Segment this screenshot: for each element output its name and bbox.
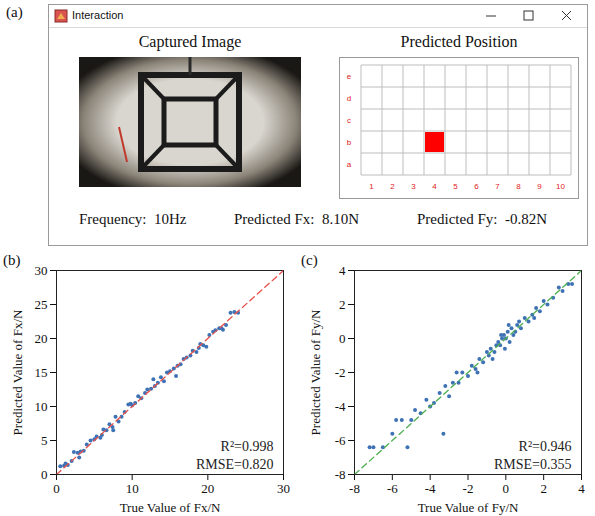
svg-text:9: 9 [537,182,542,191]
svg-text:20: 20 [35,331,48,346]
svg-text:25: 25 [35,297,48,312]
svg-text:10: 10 [556,182,565,191]
svg-text:True Value of Fy/N: True Value of Fy/N [418,500,519,515]
svg-text:4: 4 [578,481,585,496]
svg-text:0: 0 [339,331,346,346]
html-text:Interaction: Interaction [72,9,124,21]
svg-text:10: 10 [126,481,139,496]
svg-text:4: 4 [432,182,437,191]
html-text:(c): (c) [301,252,318,268]
svg-text:RMSE=0.820: RMSE=0.820 [196,457,274,472]
svg-text:e: e [347,72,352,81]
svg-text:15: 15 [35,365,48,380]
svg-text:RMSE=0.355: RMSE=0.355 [494,457,572,472]
svg-text:0: 0 [503,481,510,496]
html-text:Captured Image: Captured Image [138,33,242,50]
svg-text:Predicted Value of Fy/N: Predicted Value of Fy/N [308,309,323,435]
html-text:Predicted Fy: -0.82N: Predicted Fy: -0.82N [417,211,547,227]
svg-text:7: 7 [495,182,500,191]
svg-text:8: 8 [516,182,521,191]
svg-text:20: 20 [201,481,214,496]
svg-text:b: b [347,138,352,147]
svg-text:1: 1 [369,182,374,191]
svg-text:-6: -6 [387,481,398,496]
html-text:Predicted Fx: 8.10N: Predicted Fx: 8.10N [234,211,359,227]
svg-text:-4: -4 [425,481,436,496]
svg-text:True Value of Fx/N: True Value of Fx/N [120,500,221,515]
svg-text:-2: -2 [463,481,474,496]
svg-text:-2: -2 [335,365,346,380]
svg-text:c: c [347,116,351,125]
svg-text:2: 2 [540,481,547,496]
svg-text:30: 30 [35,263,48,278]
html-text:(b): (b) [3,252,21,268]
svg-text:Predicted Value of Fx/N: Predicted Value of Fx/N [10,309,25,435]
svg-text:-8: -8 [349,481,360,496]
svg-text:0: 0 [41,467,48,482]
svg-text:2: 2 [339,297,346,312]
svg-text:-4: -4 [335,399,346,414]
svg-text:R²=0.998: R²=0.998 [221,439,274,454]
svg-text:4: 4 [339,263,346,278]
svg-text:6: 6 [474,182,479,191]
svg-text:10: 10 [35,399,48,414]
svg-text:5: 5 [453,182,458,191]
html-text:Frequency: 10Hz: Frequency: 10Hz [79,211,187,227]
svg-text:3: 3 [411,182,416,191]
svg-text:d: d [347,94,351,103]
svg-text:R²=0.946: R²=0.946 [519,439,572,454]
svg-text:2: 2 [390,182,395,191]
svg-text:-6: -6 [335,433,346,448]
html-text:(a): (a) [6,4,23,20]
svg-text:-8: -8 [335,467,346,482]
svg-text:a: a [347,160,352,169]
svg-text:5: 5 [41,433,48,448]
svg-text:0: 0 [53,481,60,496]
svg-text:30: 30 [277,481,290,496]
html-text:Predicted Position: Predicted Position [400,33,518,50]
